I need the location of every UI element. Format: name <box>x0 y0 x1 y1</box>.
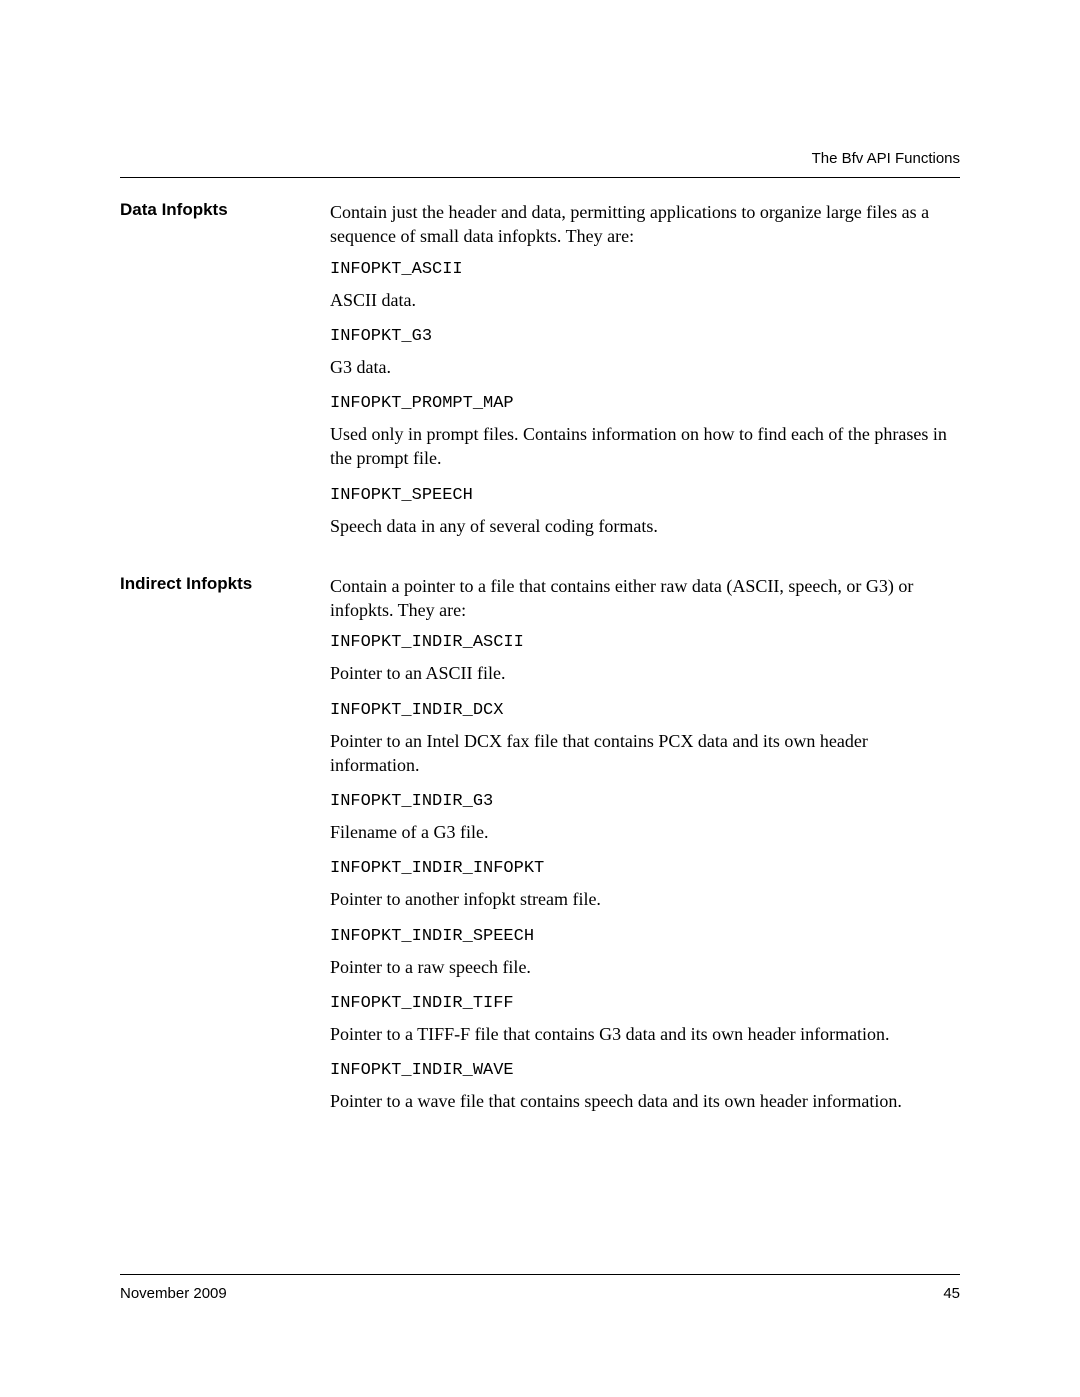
footer-row: November 2009 45 <box>120 1285 960 1302</box>
code-term: INFOPKT_INDIR_DCX <box>330 700 960 723</box>
section-indirect-infopkts: Indirect Infopkts Contain a pointer to a… <box>120 574 960 1128</box>
code-term: INFOPKT_INDIR_ASCII <box>330 632 960 655</box>
code-desc: Pointer to a TIFF-F file that contains G… <box>330 1022 960 1046</box>
code-term: INFOPKT_INDIR_INFOPKT <box>330 858 960 881</box>
footer-date: November 2009 <box>120 1285 227 1302</box>
footer-rule <box>120 1274 960 1275</box>
page-footer: November 2009 45 <box>120 1274 960 1302</box>
section-body: Contain just the header and data, permit… <box>330 200 960 552</box>
code-term: INFOPKT_INDIR_WAVE <box>330 1060 960 1083</box>
section-intro: Contain just the header and data, permit… <box>330 200 960 249</box>
code-desc: ASCII data. <box>330 288 960 312</box>
code-desc: Pointer to a wave file that contains spe… <box>330 1089 960 1113</box>
section-label-col: Data Infopkts <box>120 200 330 220</box>
code-desc: Pointer to an Intel DCX fax file that co… <box>330 729 960 778</box>
section-label-col: Indirect Infopkts <box>120 574 330 594</box>
section-label: Indirect Infopkts <box>120 574 330 594</box>
code-desc: Pointer to another infopkt stream file. <box>330 887 960 911</box>
code-term: INFOPKT_INDIR_SPEECH <box>330 926 960 949</box>
section-intro: Contain a pointer to a file that contain… <box>330 574 960 623</box>
code-term: INFOPKT_SPEECH <box>330 485 960 508</box>
section-label: Data Infopkts <box>120 200 330 220</box>
code-term: INFOPKT_ASCII <box>330 259 960 282</box>
header-rule <box>120 177 960 178</box>
section-gap <box>120 552 960 574</box>
code-term: INFOPKT_INDIR_TIFF <box>330 993 960 1016</box>
running-header: The Bfv API Functions <box>120 150 960 177</box>
code-term: INFOPKT_INDIR_G3 <box>330 791 960 814</box>
section-body: Contain a pointer to a file that contain… <box>330 574 960 1128</box>
code-desc: Used only in prompt files. Contains info… <box>330 422 960 471</box>
code-desc: Filename of a G3 file. <box>330 820 960 844</box>
code-desc: Speech data in any of several coding for… <box>330 514 960 538</box>
code-term: INFOPKT_PROMPT_MAP <box>330 393 960 416</box>
page: The Bfv API Functions Data Infopkts Cont… <box>0 0 1080 1397</box>
code-desc: Pointer to an ASCII file. <box>330 661 960 685</box>
code-desc: G3 data. <box>330 355 960 379</box>
section-data-infopkts: Data Infopkts Contain just the header an… <box>120 200 960 552</box>
page-number: 45 <box>943 1285 960 1302</box>
code-term: INFOPKT_G3 <box>330 326 960 349</box>
code-desc: Pointer to a raw speech file. <box>330 955 960 979</box>
